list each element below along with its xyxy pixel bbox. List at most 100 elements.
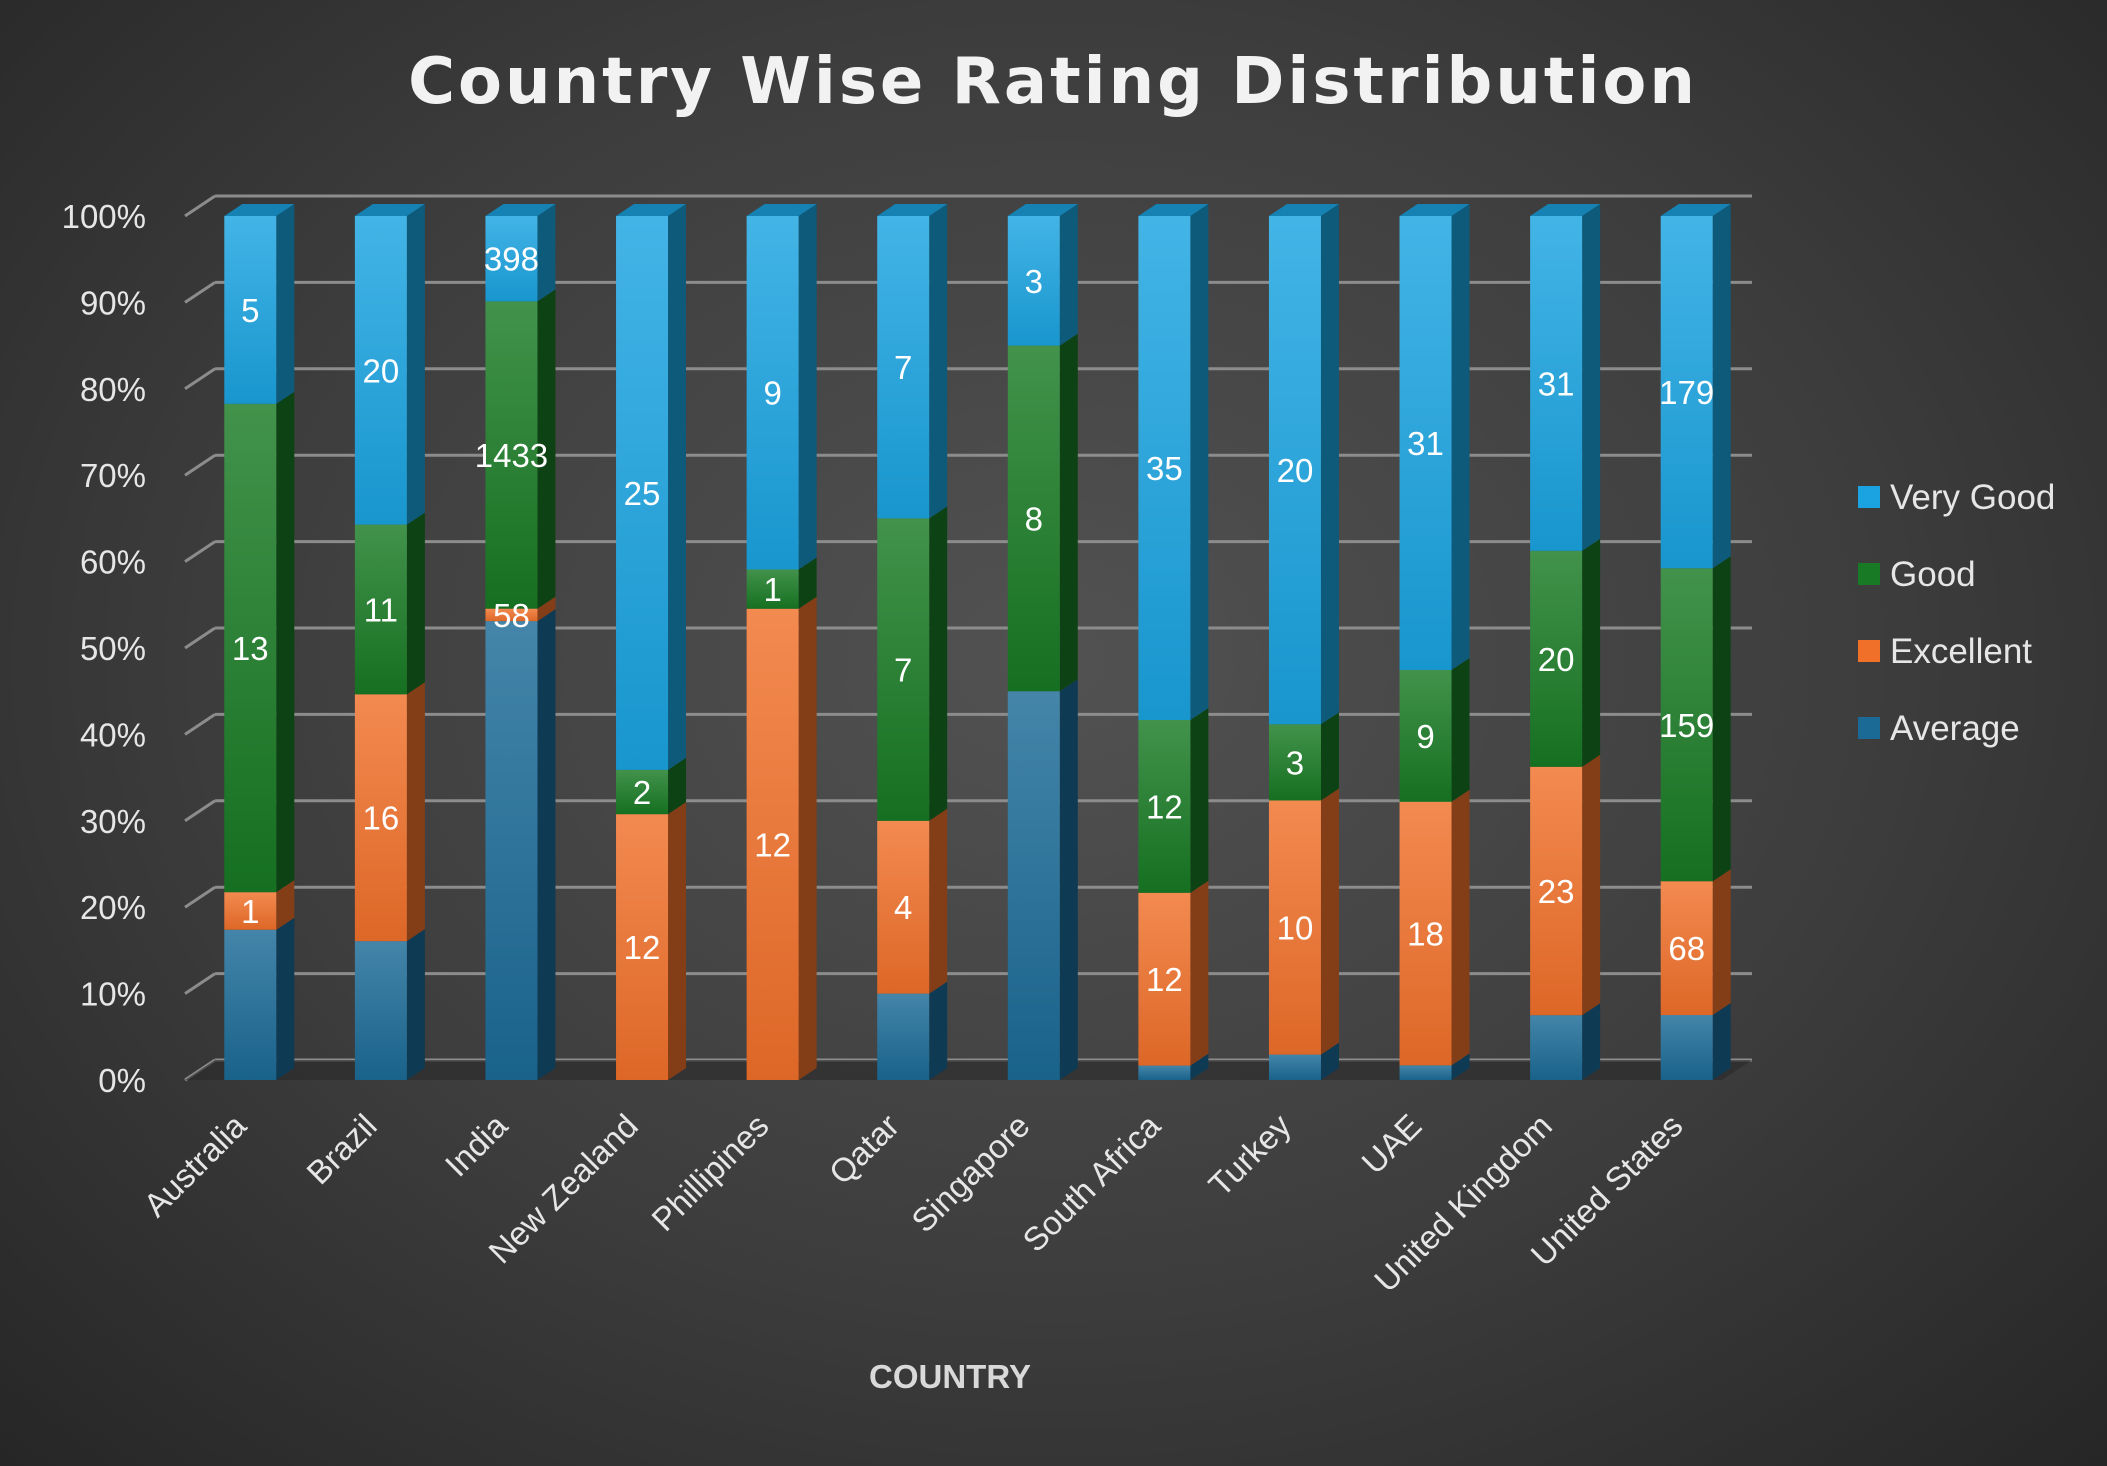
x-category-label: India: [438, 1106, 515, 1183]
gridline-edge: [184, 453, 216, 477]
x-axis-title: COUNTRY: [869, 1358, 1031, 1395]
x-category-label: UAE: [1354, 1107, 1428, 1181]
bar-side: [929, 808, 948, 994]
bar-front: [1007, 216, 1060, 346]
x-category-label: Qatar: [822, 1107, 907, 1192]
bar-segment: [1399, 789, 1470, 1066]
bar-side: [276, 204, 295, 404]
bar-front: [354, 941, 407, 1080]
data-label: 20: [1538, 641, 1575, 678]
bar-front: [1399, 669, 1452, 802]
gridline-edge: [184, 885, 216, 909]
legend-item: Good: [1858, 555, 1976, 594]
bar-segment: [224, 917, 295, 1080]
legend-swatch: [1858, 717, 1880, 739]
data-label: 11: [364, 591, 398, 628]
bar-segment: [224, 880, 295, 930]
legend-item: Excellent: [1858, 632, 2032, 671]
bar-front: [616, 216, 669, 770]
y-tick-label: 70%: [80, 457, 146, 494]
bar-top: [1399, 204, 1470, 216]
bar-side: [537, 609, 556, 1080]
bar-front: [485, 621, 538, 1080]
x-category-label: South Africa: [1015, 1106, 1167, 1258]
bar-side: [1582, 204, 1601, 551]
bar-side: [1190, 1053, 1209, 1080]
bar-segment: [1007, 333, 1078, 692]
bar-top: [746, 204, 817, 216]
legend-label: Excellent: [1890, 632, 2032, 671]
bar-side: [1059, 204, 1078, 346]
bar-side: [276, 391, 295, 893]
bar-front: [746, 608, 799, 1080]
bar-segment: [1660, 204, 1731, 569]
y-axis-ticks: 0% 10% 20% 30% 40% 50% 60% 70% 80% 90% 100%: [62, 198, 146, 1099]
bar-segment: [354, 682, 425, 942]
data-label: 1: [241, 893, 259, 930]
bar-side: [1320, 204, 1339, 725]
bar-segment: [1268, 1042, 1339, 1080]
gridline-edge: [184, 799, 216, 823]
bar-side: [1712, 204, 1731, 569]
legend-swatch: [1858, 563, 1880, 585]
bar-front: [746, 216, 799, 570]
bar-front: [1268, 724, 1321, 801]
x-category-label: Australia: [136, 1106, 253, 1223]
bar-front: [224, 892, 277, 930]
bar-front: [1268, 216, 1321, 725]
data-label: 12: [754, 826, 791, 863]
bar-side: [1712, 869, 1731, 1016]
bar-front: [354, 524, 407, 695]
bar-top: [354, 204, 425, 216]
bar-top: [877, 204, 948, 216]
x-category-label: Turkey: [1201, 1106, 1298, 1203]
bar-top: [1007, 204, 1078, 216]
data-label: 31: [1538, 365, 1575, 402]
data-label: 159: [1659, 707, 1714, 744]
bar-segment: [1530, 1003, 1601, 1080]
bar-side: [1059, 679, 1078, 1080]
chart-title: Country Wise Rating Distribution: [408, 45, 1698, 119]
data-label: 31: [1407, 425, 1444, 462]
data-label: 4: [894, 889, 912, 926]
bar-front: [1530, 1015, 1583, 1080]
bar-front: [224, 929, 277, 1080]
bar-side: [1451, 204, 1470, 670]
y-tick-label: 40%: [80, 716, 146, 753]
data-label: 7: [894, 652, 912, 689]
gridline-edge: [184, 626, 216, 650]
bar-segment: [354, 512, 425, 695]
bar-front: [1399, 216, 1452, 670]
bar-front: [1660, 568, 1713, 882]
data-label: 12: [624, 929, 661, 966]
y-tick-label: 10%: [80, 976, 146, 1013]
bar-side: [406, 929, 425, 1080]
bar-front: [616, 769, 669, 815]
data-label: 9: [763, 375, 781, 412]
bar-front: [1007, 345, 1060, 692]
data-label: 7: [894, 349, 912, 386]
gridlines: [184, 194, 1752, 1082]
bar-segment: [224, 204, 295, 404]
data-label: 5: [241, 292, 259, 329]
bar-side: [537, 596, 556, 622]
x-category-label: Brazil: [299, 1107, 384, 1192]
bar-front: [1138, 892, 1191, 1066]
bar-segment: [877, 808, 948, 994]
bar-segment: [485, 609, 556, 1080]
bar-side: [798, 596, 817, 1080]
data-label: 3: [1025, 263, 1043, 300]
bar-side: [1320, 1042, 1339, 1080]
bar-segment: [877, 981, 948, 1080]
data-label: 13: [232, 630, 269, 667]
bar-side: [1320, 788, 1339, 1055]
bar-side: [929, 204, 948, 519]
bar-front: [616, 814, 669, 1080]
bar-front: [1660, 881, 1713, 1016]
bar-side: [1582, 1003, 1601, 1080]
bar-front: [877, 993, 930, 1080]
bar-front: [1268, 1054, 1321, 1080]
bar-segment: [877, 506, 948, 821]
bar-top: [1660, 204, 1731, 216]
